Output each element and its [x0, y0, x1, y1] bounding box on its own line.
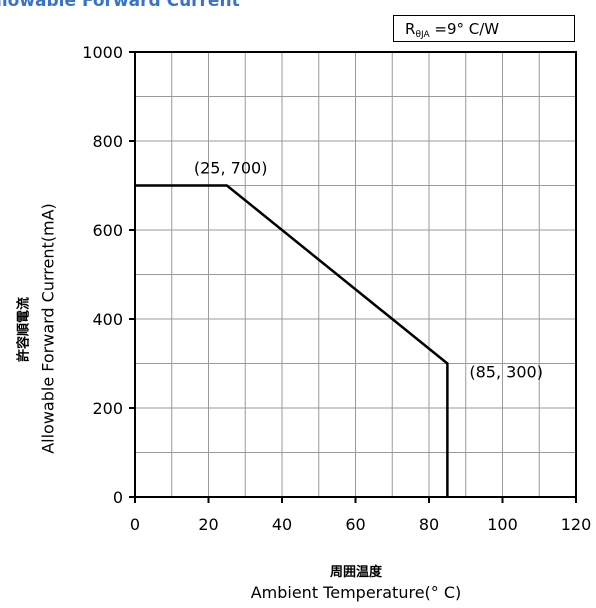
- x-axis-label: Ambient Temperature(° C): [250, 583, 462, 602]
- series-line: [135, 184, 449, 497]
- thermal-resistance-box: RθJA =9° C/W: [393, 15, 575, 42]
- x-tick-label: 40: [272, 515, 292, 534]
- x-axis-label-jp: 周囲温度: [329, 565, 382, 580]
- y-axis-label: Allowable Forward Current(mA): [38, 203, 58, 454]
- thermal-resistance-subscript: θJA: [415, 30, 430, 40]
- y-tick-label: 1000: [82, 43, 123, 62]
- chart-title: llowable Forward Current: [0, 0, 240, 11]
- thermal-resistance-value: =9° C/W: [429, 20, 500, 38]
- y-tick-label: 600: [92, 221, 123, 240]
- x-tick-label: 60: [345, 515, 365, 534]
- x-tick-label: 120: [561, 515, 592, 534]
- data-point-annotation: (25, 700): [194, 159, 268, 178]
- x-tick-label: 20: [198, 515, 218, 534]
- y-axis-label-jp: 許容順電流: [16, 297, 32, 363]
- y-tick-label: 400: [92, 310, 123, 329]
- data-point-annotation: (85, 300): [469, 363, 543, 382]
- x-tick-label: 80: [419, 515, 439, 534]
- y-tick-label: 0: [113, 488, 123, 507]
- thermal-resistance-symbol: R: [405, 20, 416, 38]
- x-tick-label: 0: [130, 515, 140, 534]
- x-tick-label: 100: [487, 515, 518, 534]
- y-tick-label: 200: [92, 399, 123, 418]
- y-tick-label: 800: [92, 132, 123, 151]
